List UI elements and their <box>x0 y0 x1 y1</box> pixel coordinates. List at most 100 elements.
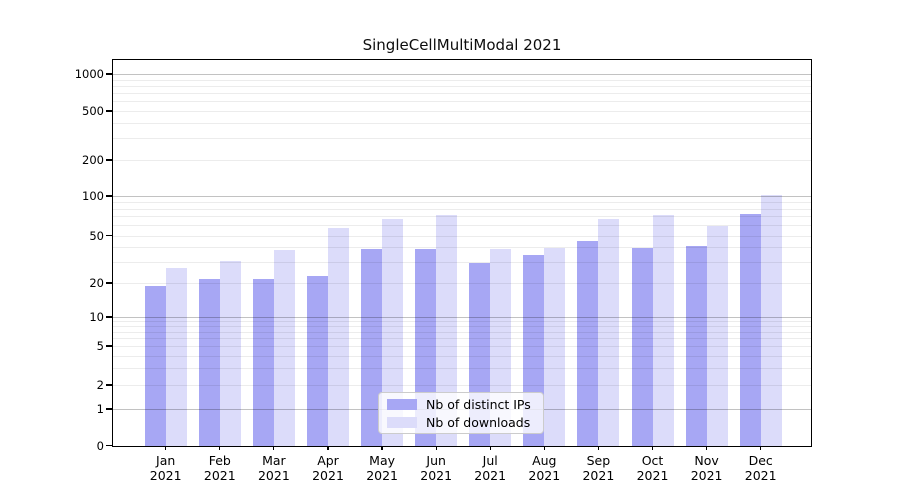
x-tick-label: Nov 2021 <box>690 453 723 483</box>
gridline-minor <box>113 331 811 333</box>
gridline-minor <box>113 367 811 369</box>
x-tick-label: Oct 2021 <box>636 453 669 483</box>
gridline-minor <box>113 216 811 218</box>
bar-distinct-ips <box>631 247 653 446</box>
bar-distinct-ips <box>577 241 599 446</box>
chart-title: SingleCellMultiModal 2021 <box>362 36 562 54</box>
gridline-minor <box>113 101 811 103</box>
plot-area <box>112 59 812 447</box>
gridline-minor <box>113 262 811 263</box>
y-tick-mark <box>106 345 113 347</box>
x-tick-mark <box>165 445 167 450</box>
gridline-minor <box>113 355 811 357</box>
gridline-minor <box>113 79 811 81</box>
x-tick-label: May 2021 <box>366 453 398 483</box>
gridline-minor <box>113 160 811 161</box>
bar-downloads <box>544 247 566 446</box>
x-tick-label: Aug 2021 <box>528 453 561 483</box>
y-tick-mark <box>106 110 113 112</box>
bar-distinct-ips <box>739 214 761 446</box>
gridline-minor <box>113 321 811 323</box>
gridline-major <box>113 74 811 76</box>
legend: Nb of distinct IPs Nb of downloads <box>378 392 544 434</box>
bar-downloads <box>652 215 674 446</box>
gridline-minor <box>113 346 811 347</box>
y-tick-label: 50 <box>89 228 104 243</box>
x-tick-label: Jun 2021 <box>420 453 453 483</box>
gridline-minor <box>113 93 811 94</box>
y-tick-mark <box>106 73 113 75</box>
y-tick-label: 5 <box>96 339 104 353</box>
legend-label-downloads: Nb of downloads <box>426 414 531 430</box>
y-tick-mark <box>106 159 113 161</box>
bar-distinct-ips <box>306 276 328 446</box>
x-tick-label: Jul 2021 <box>474 453 507 483</box>
gridline-minor <box>113 385 811 386</box>
y-tick-mark <box>106 408 113 410</box>
bar-downloads <box>273 250 295 446</box>
bar-downloads <box>706 225 728 446</box>
bar-distinct-ips <box>685 246 707 446</box>
x-tick-mark <box>760 445 762 450</box>
y-tick-label: 500 <box>82 104 104 118</box>
x-tick-mark <box>327 445 329 450</box>
legend-row-distinct-ips: Nb of distinct IPs <box>387 397 535 412</box>
legend-swatch-downloads <box>387 416 417 428</box>
y-tick-mark <box>106 444 113 447</box>
bar-distinct-ips <box>198 278 220 446</box>
y-tick-label: 2 <box>96 378 104 392</box>
gridline-minor <box>113 235 811 237</box>
legend-row-downloads: Nb of downloads <box>387 415 535 430</box>
x-tick-mark <box>381 445 383 450</box>
legend-swatch-distinct-ips <box>387 398 417 410</box>
y-tick-mark <box>106 316 113 318</box>
x-tick-label: Dec 2021 <box>744 453 777 483</box>
gridline-minor <box>113 208 811 210</box>
y-tick-label: 20 <box>89 276 104 290</box>
bar-downloads <box>760 194 782 446</box>
gridline-minor <box>113 225 811 227</box>
y-tick-mark <box>106 282 113 284</box>
y-tick-mark <box>106 195 113 197</box>
x-tick-label: Jan 2021 <box>149 453 182 483</box>
x-tick-label: Mar 2021 <box>257 453 290 483</box>
y-tick-label: 200 <box>82 153 104 167</box>
gridline-minor <box>113 122 811 124</box>
x-tick-mark <box>597 445 600 450</box>
gridline-minor <box>113 247 811 249</box>
legend-label-distinct-ips: Nb of distinct IPs <box>426 396 531 412</box>
x-tick-mark <box>435 445 437 450</box>
gridline-minor <box>113 338 811 340</box>
x-tick-label: Feb 2021 <box>203 453 236 483</box>
bar-downloads <box>219 260 241 446</box>
gridline-minor <box>113 138 811 140</box>
gridline-minor <box>113 202 811 203</box>
x-tick-label: Sep 2021 <box>582 453 615 483</box>
bar-downloads <box>165 267 187 446</box>
bar-downloads <box>598 219 620 446</box>
x-tick-mark <box>219 445 221 450</box>
gridline-minor <box>113 85 811 87</box>
y-tick-label: 1000 <box>74 67 104 81</box>
x-tick-label: Apr 2021 <box>312 453 344 483</box>
x-tick-mark <box>273 445 275 450</box>
gridline-minor <box>113 111 811 112</box>
y-tick-mark <box>106 384 113 386</box>
y-tick-label: 0 <box>96 438 104 453</box>
x-tick-mark <box>651 445 654 450</box>
x-tick-mark <box>706 445 708 450</box>
gridline-minor <box>113 326 811 328</box>
bar-distinct-ips <box>361 248 383 446</box>
y-tick-mark <box>106 234 113 237</box>
x-tick-mark <box>543 445 545 450</box>
bar-distinct-ips <box>144 286 166 446</box>
bar-downloads <box>382 219 404 446</box>
y-tick-label: 100 <box>82 189 104 203</box>
x-tick-mark <box>489 445 491 450</box>
bar-distinct-ips <box>252 278 274 446</box>
y-tick-label: 1 <box>96 402 104 416</box>
bar-downloads <box>436 215 458 446</box>
gridline-major <box>113 196 811 198</box>
gridline-minor <box>113 283 811 284</box>
